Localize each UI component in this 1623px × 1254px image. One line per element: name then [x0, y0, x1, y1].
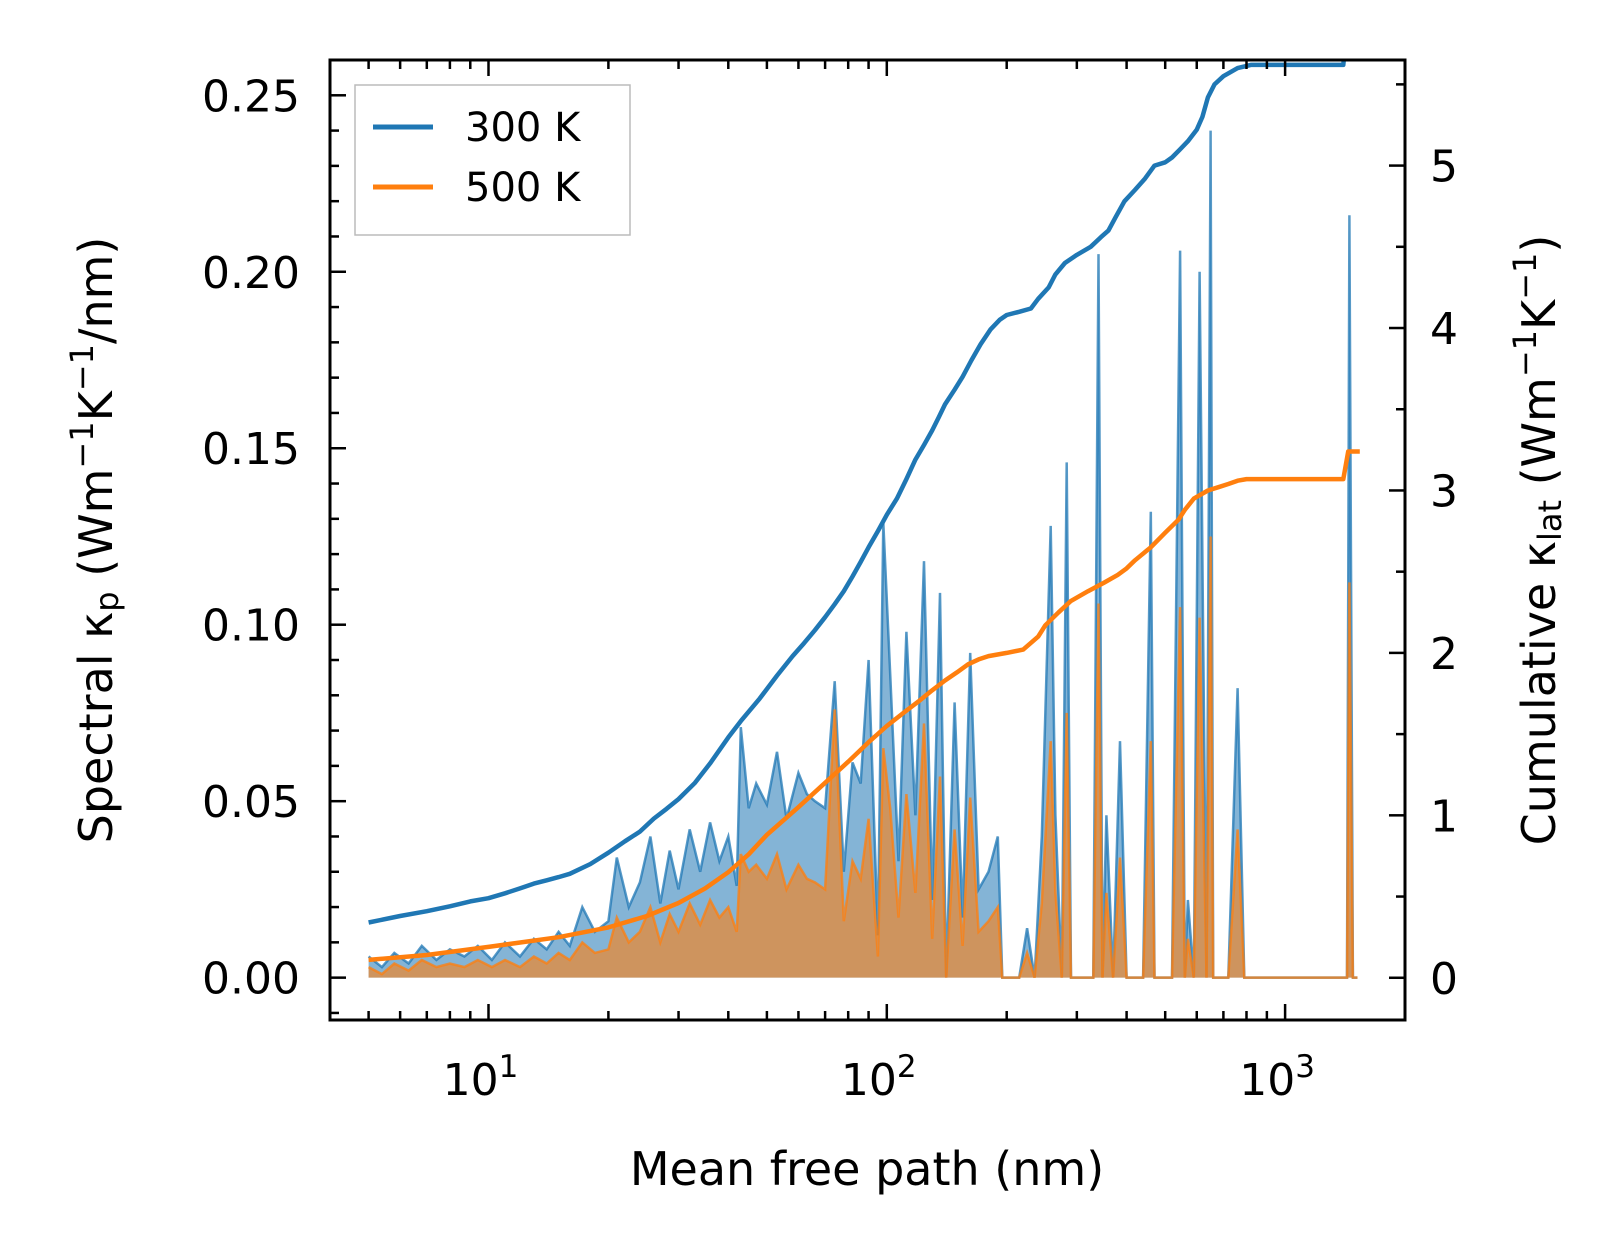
spectral-area-300k: [368, 130, 1358, 978]
y-right-tick-label: 2: [1430, 629, 1458, 680]
y-right-label-tail: ): [1512, 235, 1566, 253]
y-left-label-sub: p: [88, 591, 126, 611]
y-axis-label-right: Cumulative κlat (Wm−1K−1): [1506, 235, 1569, 846]
x-axis-label: Mean free path (nm): [630, 1142, 1104, 1196]
spectral-edge-300k: [367, 130, 1358, 979]
legend-box: [354, 84, 631, 236]
cumulative-line-layer: [368, 60, 1360, 963]
x-tick-label: 103: [1239, 1049, 1315, 1106]
spectral-area-500k: [368, 536, 1358, 978]
y-axis-label-left: Spectral κp (Wm−1K−1/nm): [63, 237, 126, 844]
y-left-tick-label: 0.25: [202, 71, 300, 122]
y-left-tick-label: 0.00: [202, 954, 300, 1005]
x-tick-label-exp: 2: [897, 1049, 917, 1085]
y-right-tick-label: 0: [1430, 954, 1458, 1005]
y-left-label-sup2: −1: [63, 344, 101, 391]
y-right-tick-label: 3: [1430, 466, 1458, 517]
x-tick-label-base: 10: [1239, 1055, 1295, 1106]
spectral-edge-500k: [368, 536, 1358, 979]
x-tick-label-exp: 3: [1295, 1049, 1315, 1085]
y-right-label-sub: lat: [1531, 500, 1569, 541]
y-right-label-sup2: −1: [1506, 253, 1544, 300]
axis-ticks: [328, 60, 1407, 1020]
y-left-label-k: K: [69, 389, 123, 421]
y-right-label-unit: (Wm: [1512, 377, 1566, 500]
y-left-tick-label: 0.10: [202, 601, 300, 652]
y-left-label-unit: (Wm: [69, 469, 123, 592]
y-left-tick-label: 0.15: [202, 424, 300, 475]
legend: 300 K 500 K: [354, 84, 631, 236]
y-right-tick-label: 1: [1430, 791, 1458, 842]
legend-label-300k: 300 K: [465, 105, 582, 151]
x-tick-label: 102: [841, 1049, 917, 1106]
x-tick-label: 101: [443, 1049, 519, 1106]
cumulative-line-300k: [368, 60, 1347, 925]
y-left-tick-label: 0.05: [202, 777, 300, 828]
cumulative-line-500k: [368, 449, 1360, 963]
y-right-tick-label: 4: [1430, 304, 1458, 355]
x-tick-label-base: 10: [443, 1055, 499, 1106]
x-tick-label-exp: 1: [499, 1049, 519, 1085]
x-tick-label-base: 10: [841, 1055, 897, 1106]
y-left-tick-label: 0.20: [202, 248, 300, 299]
y-right-label-main: Cumulative κ: [1512, 541, 1566, 845]
spectral-fill-layer: [367, 130, 1358, 979]
y-right-tick-label: 5: [1430, 142, 1458, 193]
y-left-label-main: Spectral κ: [69, 612, 123, 844]
legend-label-500k: 500 K: [465, 165, 582, 211]
y-left-label-tail: /nm): [69, 237, 123, 344]
y-right-label-k: K: [1512, 298, 1566, 330]
y-right-label-sup1: −1: [1506, 330, 1544, 377]
y-left-label-sup1: −1: [63, 421, 101, 468]
